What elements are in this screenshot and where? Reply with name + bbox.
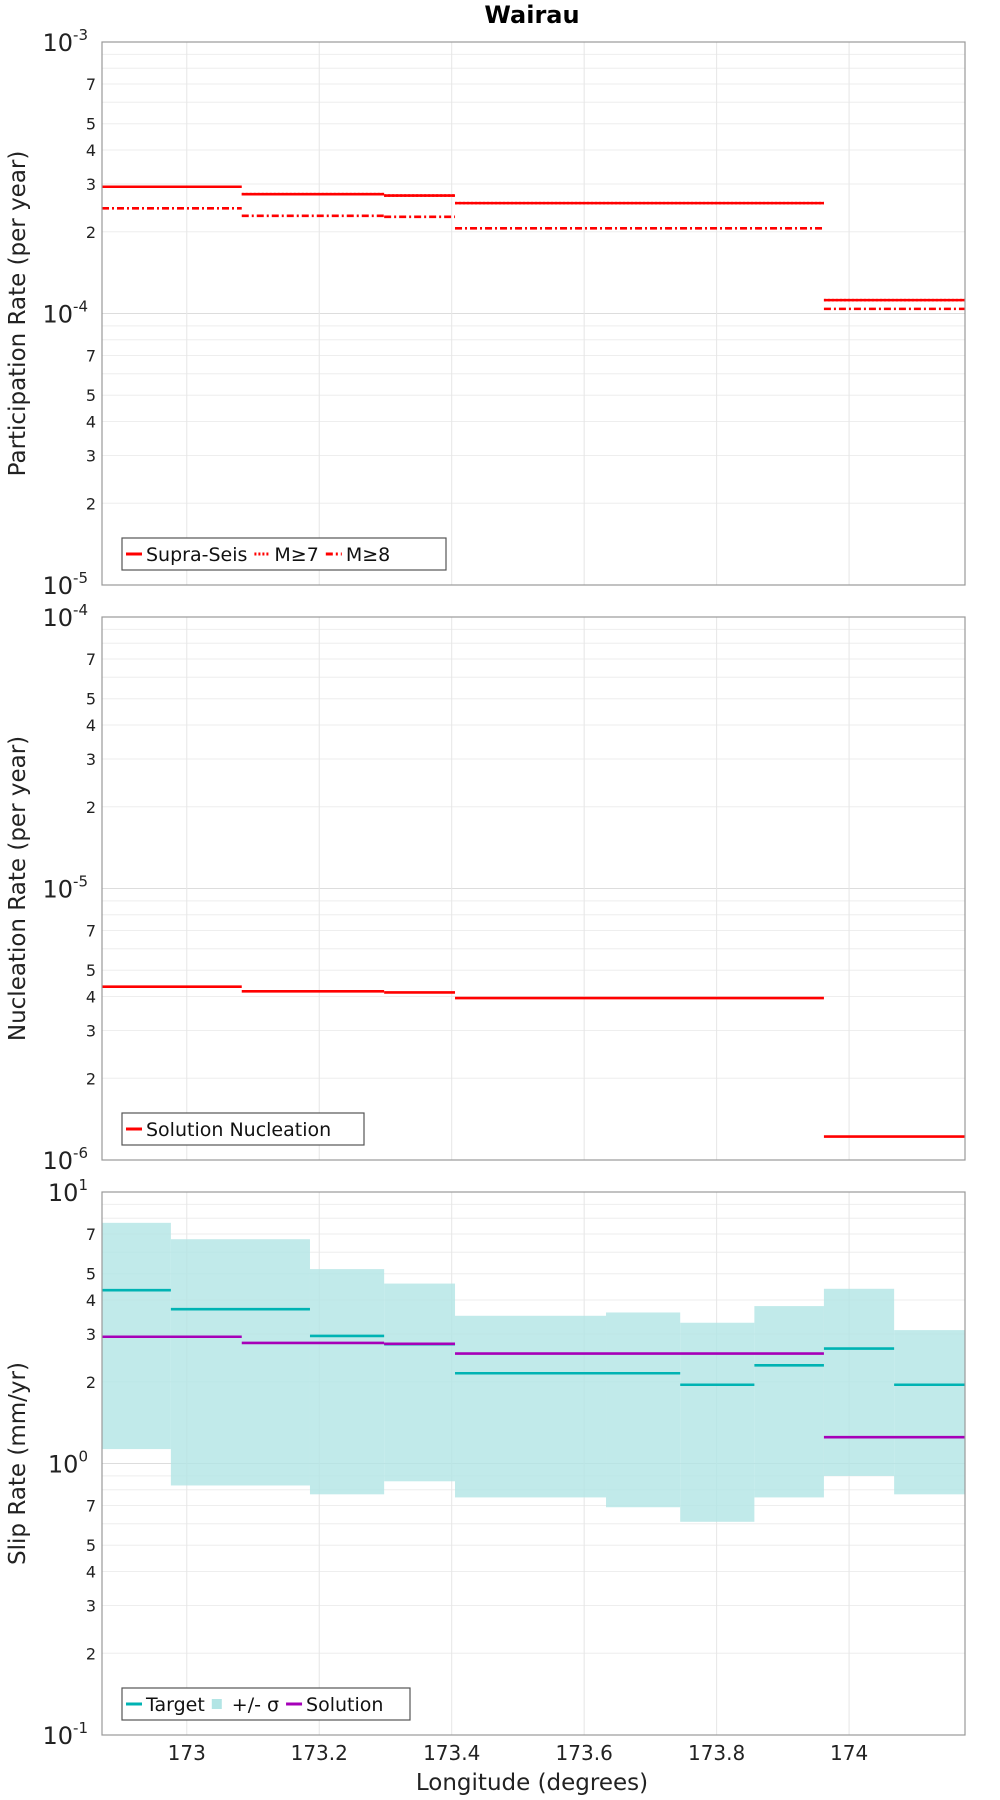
y-minor-tick-label: 7 bbox=[86, 75, 96, 94]
x-tick-label: 174 bbox=[830, 1741, 868, 1765]
legend-entry-mge7: M≥7 bbox=[254, 544, 319, 566]
y-major-tick-label: 10-5 bbox=[42, 873, 88, 904]
legend: Target +/- σ Solution bbox=[121, 1687, 411, 1721]
x-tick-label: 173.8 bbox=[688, 1741, 745, 1765]
y-major-tick-label: 10-1 bbox=[42, 1719, 88, 1750]
y-axis-title: Participation Rate (per year) bbox=[5, 151, 31, 477]
series-mge8 bbox=[102, 207, 965, 311]
y-minor-tick-label: 3 bbox=[86, 175, 96, 194]
y-minor-tick-label: 4 bbox=[86, 988, 96, 1007]
y-minor-tick-label: 2 bbox=[86, 798, 96, 817]
x-tick-label: 173.4 bbox=[423, 1741, 480, 1765]
series-solution-nucleation bbox=[102, 985, 965, 1138]
y-minor-tick-label: 7 bbox=[86, 922, 96, 941]
chart-title: Wairau bbox=[484, 1, 579, 29]
plot-frame bbox=[101, 1191, 966, 1736]
band-segment bbox=[823, 1288, 895, 1476]
y-major-tick-label: 100 bbox=[48, 1448, 88, 1479]
plot-frame bbox=[101, 41, 966, 586]
legend-entry-solution-nucleation: Solution Nucleation bbox=[126, 1119, 331, 1141]
band-segment bbox=[680, 1322, 755, 1522]
y-major-tick-label: 10-3 bbox=[42, 26, 88, 57]
y-minor-tick-label: 5 bbox=[86, 386, 96, 405]
legend-label: Supra-Seis bbox=[146, 544, 247, 566]
legend-box bbox=[121, 1112, 365, 1146]
grid-lines bbox=[102, 617, 965, 1161]
y-minor-tick-label: 5 bbox=[86, 961, 96, 980]
nucleation-rate-panel: 10-6 10-5 10-4 2 3 4 5 7 2 3 4 5 7 Nucleation Rate (p… bbox=[5, 601, 966, 1175]
legend-entry-mge8: M≥8 bbox=[325, 544, 390, 566]
legend-swatch bbox=[211, 1699, 222, 1709]
y-minor-tick-label: 3 bbox=[86, 1596, 96, 1615]
y-major-tick-label: 10-5 bbox=[42, 569, 88, 600]
y-minor-tick-label: 4 bbox=[86, 1291, 96, 1310]
legend-entry-series: +/- σ bbox=[211, 1694, 279, 1716]
y-minor-tick-label: 3 bbox=[86, 750, 96, 769]
x-tick-label: 173.2 bbox=[291, 1741, 348, 1765]
y-minor-tick-label: 4 bbox=[86, 716, 96, 735]
legend-label: M≥8 bbox=[346, 544, 390, 566]
participation-rate-panel: 10-5 10-4 10-3 2 3 4 5 7 2 3 4 5 7 Participation Rate… bbox=[5, 26, 966, 600]
legend-box bbox=[121, 537, 447, 571]
y-minor-tick-label: 4 bbox=[86, 141, 96, 160]
legend: Supra-Seis M≥7 M≥8 bbox=[121, 537, 447, 571]
y-minor-tick-label: 5 bbox=[86, 115, 96, 134]
band-segment bbox=[170, 1239, 310, 1486]
y-minor-tick-label: 4 bbox=[86, 1563, 96, 1582]
y-minor-tick-label: 2 bbox=[86, 1373, 96, 1392]
series-solution bbox=[102, 1335, 965, 1439]
grid-lines bbox=[102, 42, 965, 586]
legend-label: Solution bbox=[306, 1694, 383, 1716]
y-minor-tick-label: 5 bbox=[86, 690, 96, 709]
y-minor-tick-label: 3 bbox=[86, 1021, 96, 1040]
x-tick-label: 173 bbox=[168, 1741, 206, 1765]
y-major-tick-label: 10-6 bbox=[42, 1144, 88, 1175]
y-minor-tick-label: 7 bbox=[86, 347, 96, 366]
legend-label: Solution Nucleation bbox=[146, 1119, 331, 1141]
sigma-band bbox=[102, 1222, 965, 1522]
band-segment bbox=[894, 1330, 965, 1495]
legend-label: Target bbox=[145, 1694, 205, 1716]
y-minor-tick-label: 4 bbox=[86, 413, 96, 432]
x-axis-title: Longitude (degrees) bbox=[416, 1770, 648, 1796]
band-segment bbox=[606, 1312, 681, 1508]
legend: Solution Nucleation bbox=[121, 1112, 365, 1146]
y-axis-title: Slip Rate (mm/yr) bbox=[5, 1362, 31, 1565]
y-minor-tick-label: 2 bbox=[86, 1069, 96, 1088]
y-minor-tick-label: 7 bbox=[86, 1497, 96, 1516]
y-minor-tick-label: 5 bbox=[86, 1265, 96, 1284]
y-minor-tick-label: 2 bbox=[86, 494, 96, 513]
y-minor-tick-label: 7 bbox=[86, 1225, 96, 1244]
legend-entry-solution: Solution bbox=[286, 1694, 383, 1716]
plot-frame bbox=[101, 616, 966, 1161]
legend-entry-target: Target bbox=[126, 1694, 205, 1716]
y-minor-tick-label: 2 bbox=[86, 1644, 96, 1663]
y-axis-title: Nucleation Rate (per year) bbox=[5, 736, 31, 1041]
y-minor-tick-label: 3 bbox=[86, 1325, 96, 1344]
legend-box bbox=[121, 1687, 411, 1721]
band-segment bbox=[754, 1306, 824, 1498]
y-major-tick-label: 101 bbox=[48, 1176, 88, 1207]
y-major-tick-label: 10-4 bbox=[42, 298, 88, 329]
y-major-tick-label: 10-4 bbox=[42, 601, 88, 632]
legend-entry-supra-seis: Supra-Seis bbox=[126, 544, 247, 566]
slip-rate-panel: 10-1 100 101 2 3 4 5 7 2 3 4 5 7 173 173.2 173.4 173.6 17… bbox=[5, 1176, 966, 1765]
y-minor-tick-label: 7 bbox=[86, 650, 96, 669]
y-minor-tick-label: 5 bbox=[86, 1536, 96, 1555]
series-mge7 bbox=[102, 185, 965, 302]
legend-label: M≥7 bbox=[274, 544, 318, 566]
y-minor-tick-label: 2 bbox=[86, 223, 96, 242]
band-segment bbox=[455, 1315, 607, 1498]
x-tick-label: 173.6 bbox=[556, 1741, 613, 1765]
band-segment bbox=[309, 1269, 385, 1495]
legend-label: +/- σ bbox=[232, 1694, 279, 1716]
y-minor-tick-label: 3 bbox=[86, 446, 96, 465]
band-segment bbox=[384, 1283, 456, 1482]
